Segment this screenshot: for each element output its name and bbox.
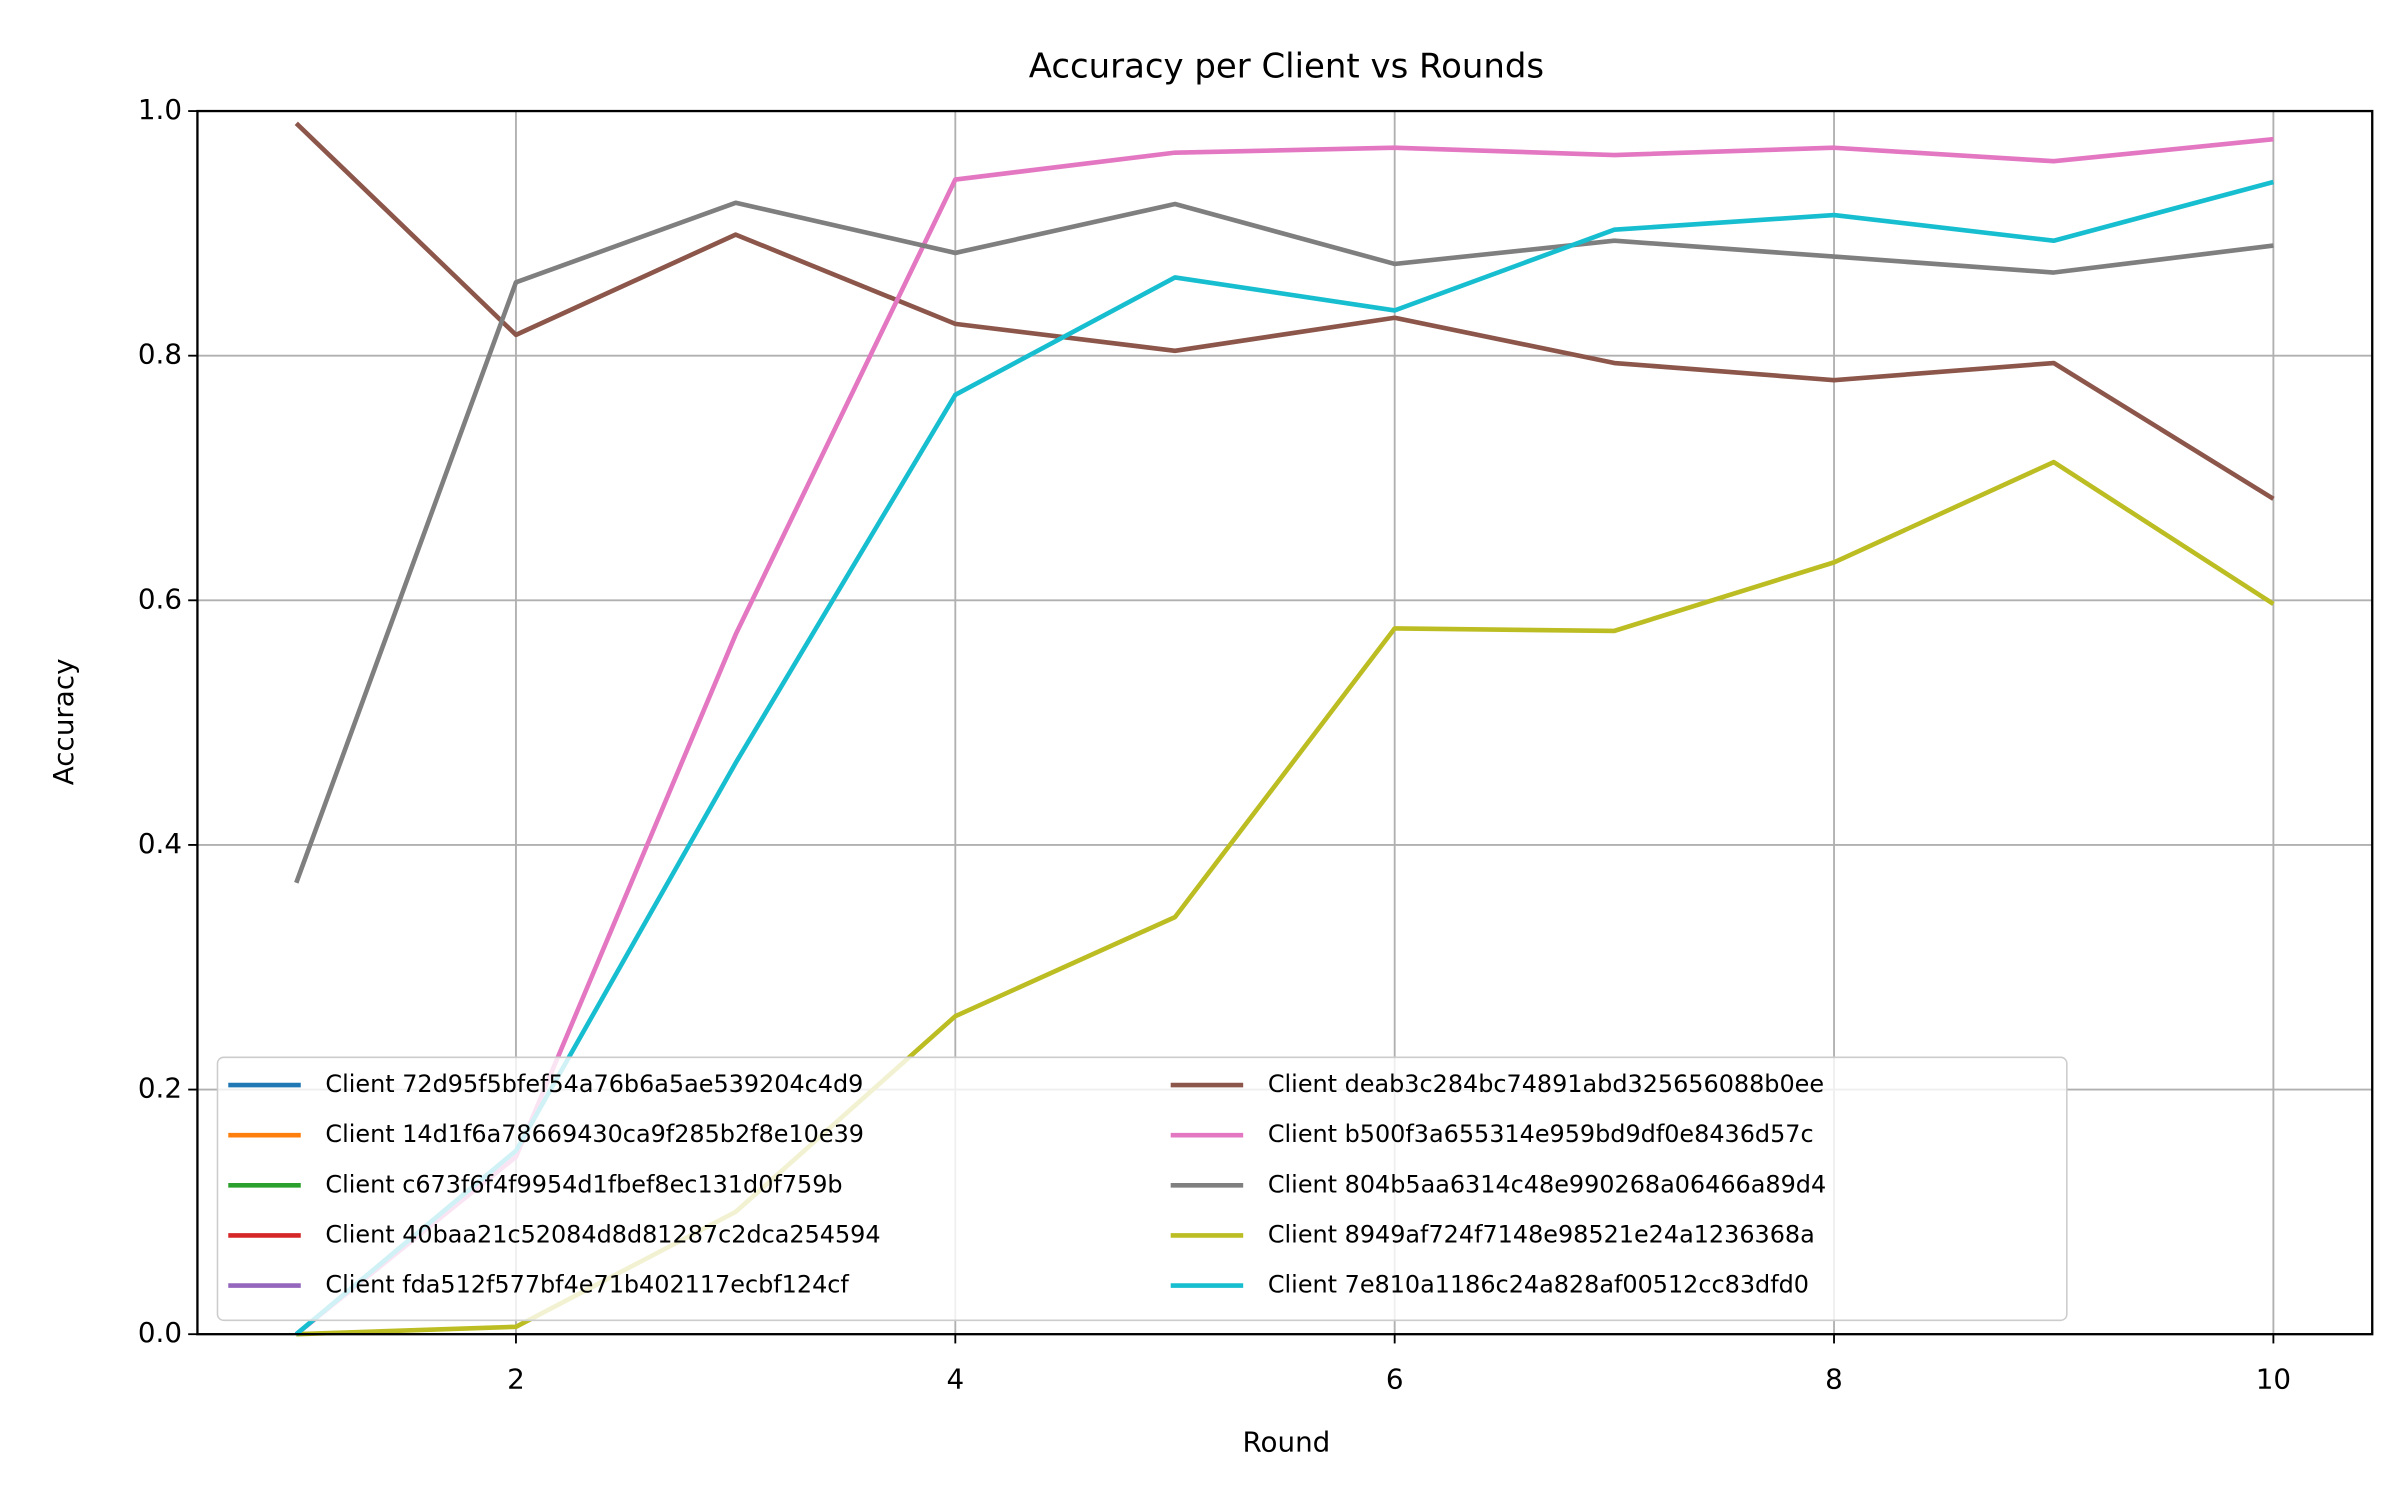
legend-label: Client 40baa21c52084d8d81287c2dca254594 [325, 1220, 880, 1248]
legend: Client 72d95f5bfef54a76b6a5ae539204c4d9 C… [216, 1056, 2068, 1322]
series-line [294, 136, 2274, 1336]
x-tick-label: 8 [1825, 1362, 1843, 1395]
y-tick-label: 1.0 [138, 93, 182, 126]
x-tick-label: 4 [946, 1362, 964, 1395]
x-tick-label: 6 [1386, 1362, 1404, 1395]
y-tick-label: 0.6 [138, 582, 182, 615]
legend-label: Client 14d1f6a78669430ca9f285b2f8e10e39 [325, 1120, 864, 1148]
legend-label: Client 804b5aa6314c48e990268a06466a89d4 [1268, 1170, 1826, 1198]
chart-title: Accuracy per Client vs Rounds [1029, 47, 1544, 86]
legend-label: Client c673f6f4f9954d1fbef8ec131d0f759b [325, 1170, 842, 1198]
y-tick-label: 0.4 [138, 827, 182, 860]
legend-label: Client 8949af724f7148e98521e24a1236368a [1268, 1220, 1815, 1248]
legend-label: Client 72d95f5bfef54a76b6a5ae539204c4d9 [325, 1070, 863, 1098]
legend-label: Client fda512f577bf4e71b402117ecbf124cf [325, 1271, 849, 1299]
x-axis-label: Round [1242, 1426, 1330, 1459]
y-tick-label: 0.0 [138, 1316, 182, 1349]
series-line [294, 179, 2274, 1336]
x-tick-label: 2 [507, 1362, 525, 1395]
legend-label: Client deab3c284bc74891abd325656088b0ee [1268, 1070, 1824, 1098]
y-axis-label: Accuracy [47, 658, 80, 785]
y-tick-label: 0.8 [138, 338, 182, 371]
series-line [294, 121, 2275, 501]
legend-box [216, 1056, 2068, 1322]
legend-label: Client 7e810a1186c24a828af00512cc83dfd0 [1268, 1271, 1809, 1299]
series-line [294, 200, 2274, 884]
plot-frame [196, 109, 2374, 1336]
x-tick-label: 10 [2256, 1362, 2291, 1395]
legend-label: Client b500f3a655314e959bd9df0e8436d57c [1268, 1120, 1814, 1148]
y-tick-label: 0.2 [138, 1072, 182, 1105]
